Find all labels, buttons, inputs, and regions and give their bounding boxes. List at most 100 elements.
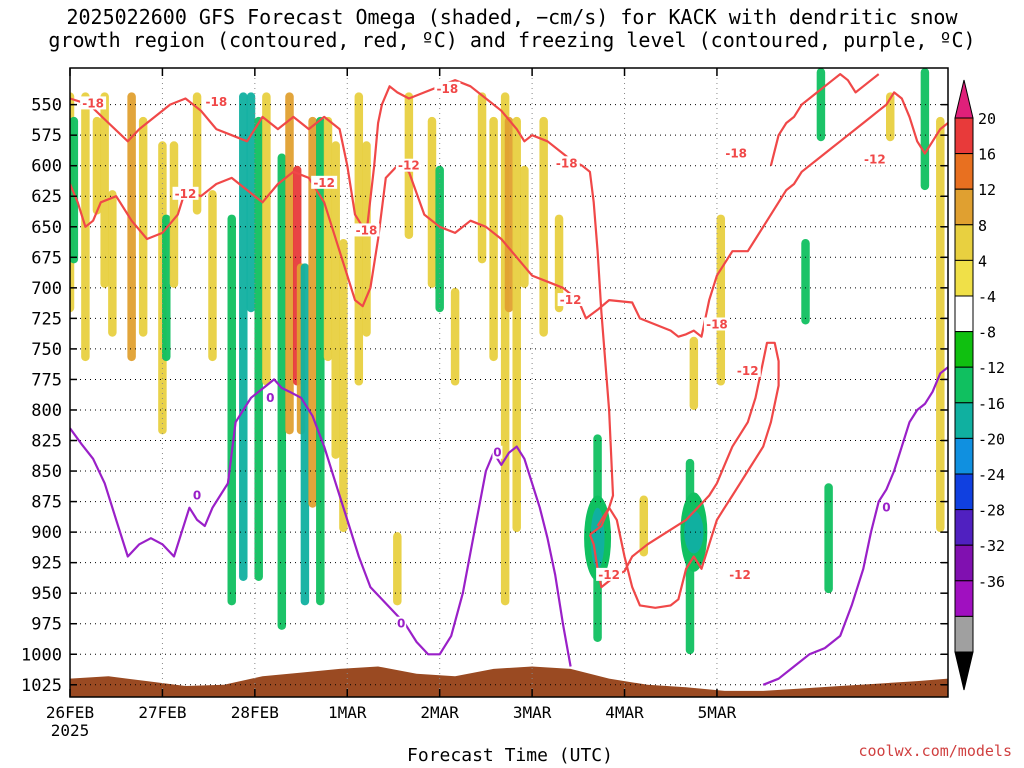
contour-line — [70, 91, 948, 338]
omega-region — [450, 287, 460, 386]
omega-region — [92, 116, 102, 215]
colorbar-box — [954, 366, 974, 404]
x-tick-label: 26FEB — [46, 703, 94, 722]
y-tick-label: 825 — [31, 432, 62, 452]
y-tick-label: 725 — [31, 309, 62, 329]
contour-label-bg — [492, 445, 503, 459]
colorbar-label: 16 — [978, 146, 996, 164]
contour-label-bg — [203, 95, 230, 109]
y-tick-label: 625 — [31, 187, 62, 207]
colorbar-box — [954, 544, 974, 582]
chart-title: 2025022600 GFS Forecast Omega (shaded, −… — [0, 6, 1024, 52]
omega-region — [262, 92, 271, 386]
colorbar-box — [954, 188, 974, 226]
contour-label: -12 — [737, 364, 759, 378]
x-axis-title: Forecast Time (UTC) — [407, 745, 613, 766]
contour-label-bg — [703, 317, 730, 331]
colorbar-label: 12 — [978, 181, 996, 199]
contour-label: -12 — [398, 159, 420, 173]
y-tick-label: 575 — [31, 126, 62, 146]
contour-label-bg — [172, 186, 199, 200]
y-tick-label: 1025 — [21, 676, 62, 696]
x-tick-label: 1MAR — [328, 703, 367, 722]
omega-region — [936, 116, 945, 533]
colorbar-label: -16 — [978, 395, 1005, 413]
contour-line — [769, 73, 880, 166]
contour-label: -12 — [598, 568, 620, 582]
colorbar-label: -8 — [978, 324, 996, 342]
contour-label: -12 — [175, 187, 197, 201]
colorbar-box — [954, 295, 974, 333]
omega-region — [639, 495, 649, 557]
terrain-surface — [70, 666, 948, 697]
omega-region — [285, 92, 294, 435]
omega-region — [108, 190, 117, 337]
contour-label: -18 — [706, 317, 728, 331]
contour-label: -12 — [729, 568, 751, 582]
x-sub-label: 2025 — [51, 721, 90, 740]
omega-region — [192, 92, 202, 215]
omega-region — [239, 92, 248, 581]
omega-region — [227, 214, 236, 606]
contour-label: -18 — [437, 82, 459, 96]
colorbar-top-triangle — [954, 79, 974, 119]
credit-text: coolwx.com/models — [858, 742, 1012, 760]
omega-region — [477, 92, 487, 264]
colorbar-box — [954, 402, 974, 439]
contour-label: -18 — [82, 96, 104, 110]
omega-region — [427, 116, 437, 288]
omega-region — [300, 263, 310, 606]
contour-label-bg — [395, 158, 422, 172]
omega-region — [393, 532, 402, 606]
omega-region — [100, 92, 109, 288]
title-line-1: 2025022600 GFS Forecast Omega (shaded, −… — [66, 5, 958, 29]
omega-blob — [684, 510, 704, 554]
colorbar-bottom-triangle — [954, 651, 974, 691]
colorbar-box — [954, 580, 974, 617]
contour-label-bg — [553, 156, 580, 170]
omega-region — [689, 336, 699, 410]
omega-region — [246, 92, 256, 313]
omega-region — [138, 116, 148, 337]
omega-region — [354, 92, 364, 386]
y-tick-label: 775 — [31, 370, 62, 390]
colorbar: 20 16 12 8 4 -4 -8 -12 -16 -20 -24 -28 -32 -36 — [954, 79, 1005, 691]
colorbar-label: 8 — [978, 217, 987, 235]
colorbar-label: -24 — [978, 466, 1005, 484]
omega-region — [331, 141, 340, 459]
omega-region — [362, 141, 371, 337]
y-tick-label: 800 — [31, 401, 62, 421]
y-tick-label: 875 — [31, 493, 62, 513]
contour-label: -18 — [725, 146, 747, 160]
y-tick-label: 950 — [31, 584, 62, 604]
colorbar-box — [954, 615, 974, 653]
colorbar-box — [954, 117, 974, 155]
y-tick-label: 600 — [31, 157, 62, 177]
y-tick-label: 675 — [31, 248, 62, 268]
colorbar-box — [954, 509, 974, 546]
omega-region — [920, 68, 930, 191]
contour-label-bg — [727, 567, 754, 581]
contour-label-bg — [596, 567, 623, 581]
y-tick-label: 975 — [31, 615, 62, 635]
contour-line — [70, 79, 615, 527]
colorbar-box — [954, 153, 974, 190]
axes: 550 575 600 625 650 675 700 725 750 775 800 825 850 8… — [21, 67, 949, 740]
contour-label-bg — [353, 223, 380, 237]
contour-line — [70, 378, 572, 667]
colorbar-box — [954, 259, 974, 297]
contour-label: 0 — [193, 488, 201, 502]
contour-label: -18 — [556, 156, 578, 170]
colorbar-label: 4 — [978, 252, 987, 270]
y-tick-label: 650 — [31, 218, 62, 238]
y-tick-label: 550 — [31, 96, 62, 116]
omega-region — [254, 116, 263, 581]
plot-frame — [69, 67, 949, 698]
omega-region — [339, 238, 348, 533]
x-tick-label: 4MAR — [605, 703, 644, 722]
colorbar-label: -28 — [978, 502, 1005, 520]
omega-region — [801, 238, 810, 325]
title-line-2: growth region (contoured, red, ºC) and f… — [48, 28, 976, 52]
plot-area: -18 -18 -18 -12 -12 -18 -12 -18 -12 -18 -18 -12 -12 -… — [70, 68, 948, 697]
omega-region — [162, 214, 171, 362]
